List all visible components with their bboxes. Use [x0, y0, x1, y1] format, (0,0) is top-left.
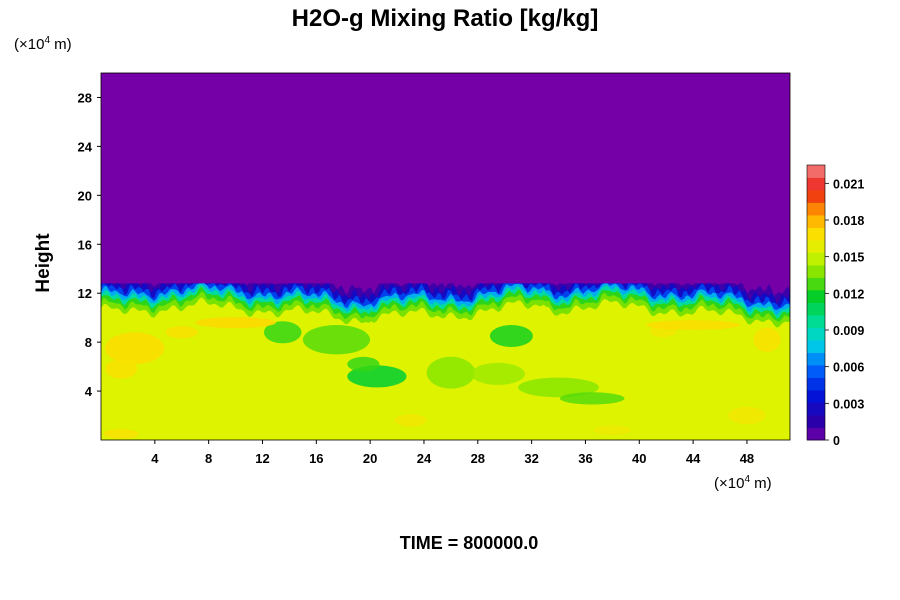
x-tick-label: 32 [524, 451, 538, 466]
moisture-blob [105, 359, 138, 379]
x-tick-label: 8 [205, 451, 212, 466]
x-tick-label: 16 [309, 451, 323, 466]
x-tick-label: 20 [363, 451, 377, 466]
moisture-blob [105, 332, 165, 365]
heatmap-plot-area [101, 73, 790, 440]
x-tick-label: 12 [255, 451, 269, 466]
y-axis-unit: (×104 m) [14, 35, 72, 53]
colorbar-swatch [807, 365, 825, 378]
moisture-blob [489, 325, 533, 347]
colorbar-tick-label: 0 [833, 434, 840, 448]
colorbar [806, 164, 826, 441]
colorbar-swatch [807, 327, 825, 341]
y-unit-suffix: m) [50, 36, 72, 53]
moisture-blob [302, 325, 371, 355]
x-axis-ticks: 4 8 12 16 20 24 28 32 36 40 44 48 [151, 440, 754, 466]
colorbar-ticks: 0 0.003 0.006 0.009 0.012 0.015 0.018 0.021 [825, 177, 864, 448]
svg-text:(×104 m): (×104 m) [14, 35, 72, 53]
colorbar-tick-label: 0.006 [833, 361, 864, 375]
x-tick-label: 40 [632, 451, 646, 466]
y-axis-label: Height [33, 233, 54, 293]
moisture-blob [593, 425, 632, 436]
moisture-blob [426, 356, 476, 389]
x-unit-suffix: m) [750, 475, 772, 492]
colorbar-swatch [807, 352, 825, 366]
moisture-blob [347, 356, 380, 372]
moisture-blob [753, 327, 781, 352]
colorbar-swatch [807, 340, 825, 353]
colorbar-swatch [807, 390, 825, 403]
colorbar-swatch [807, 290, 825, 303]
colorbar-swatch [807, 252, 825, 266]
colorbar-swatch [807, 177, 825, 191]
colorbar-swatch [807, 377, 825, 391]
x-tick-label: 24 [417, 451, 432, 466]
colorbar-swatch [807, 215, 825, 228]
x-tick-label: 44 [686, 451, 701, 466]
colorbar-tick-label: 0.009 [833, 324, 864, 338]
svg-text:(×104 m): (×104 m) [714, 474, 772, 492]
chart-title: H2O-g Mixing Ratio [kg/kg] [292, 5, 599, 32]
y-tick-label: 16 [78, 237, 92, 252]
colorbar-tick-label: 0.021 [833, 177, 864, 191]
y-tick-label: 8 [85, 335, 92, 350]
moisture-blob [394, 414, 427, 427]
x-unit-prefix: (×10 [714, 475, 744, 492]
y-tick-label: 24 [78, 139, 93, 154]
x-unit-exponent: 4 [744, 474, 750, 485]
colorbar-swatch [807, 402, 825, 416]
moisture-blob [165, 326, 198, 339]
y-tick-label: 20 [78, 188, 92, 203]
x-axis-unit: (×104 m) [714, 474, 772, 492]
colorbar-swatch [807, 240, 825, 253]
colorbar-swatch [807, 165, 825, 178]
y-axis-ticks: 4 8 12 16 20 24 28 [78, 90, 101, 399]
colorbar-tick-label: 0.018 [833, 214, 864, 228]
colorbar-swatch [807, 427, 825, 441]
moisture-blob [518, 377, 599, 398]
colorbar-swatch [807, 265, 825, 278]
x-tick-label: 4 [151, 451, 159, 466]
moisture-blob [195, 317, 276, 329]
colorbar-tick-label: 0.012 [833, 287, 864, 301]
moisture-blob [646, 320, 741, 330]
colorbar-swatch [807, 302, 825, 316]
x-tick-label: 28 [471, 451, 485, 466]
moisture-blob [263, 321, 302, 344]
moisture-blob [559, 392, 625, 405]
colorbar-tick-label: 0.003 [833, 397, 864, 411]
y-tick-label: 12 [78, 286, 92, 301]
y-tick-label: 4 [85, 384, 93, 399]
colorbar-frame [806, 164, 826, 441]
x-tick-label: 36 [578, 451, 592, 466]
colorbar-tick-label: 0.015 [833, 251, 864, 265]
colorbar-swatch [807, 202, 825, 216]
colorbar-swatch [807, 315, 825, 328]
y-tick-label: 28 [78, 90, 92, 105]
plot-frame [100, 72, 791, 441]
moisture-features [103, 317, 781, 439]
colorbar-swatch [807, 190, 825, 203]
colorbar-swatch [807, 227, 825, 241]
y-unit-prefix: (×10 [14, 36, 44, 53]
x-tick-label: 48 [740, 451, 754, 466]
moisture-blob [728, 406, 766, 425]
colorbar-swatch [807, 415, 825, 428]
moisture-blob [103, 429, 139, 439]
y-unit-exponent: 4 [44, 35, 50, 46]
time-label: TIME = 800000.0 [400, 533, 539, 553]
moisture-blob [471, 362, 525, 385]
colorbar-swatch [807, 277, 825, 291]
